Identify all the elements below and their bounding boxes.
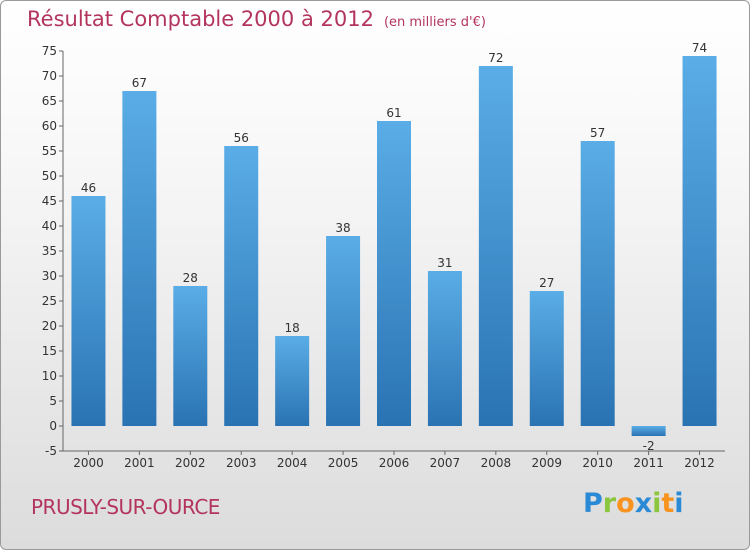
x-tick-label: 2003 bbox=[226, 456, 257, 470]
x-tick-label: 2002 bbox=[175, 456, 206, 470]
y-tick-label: 40 bbox=[42, 219, 57, 233]
logo-letter: i bbox=[674, 488, 684, 519]
bar-value-label: 46 bbox=[81, 181, 96, 195]
bar-2007 bbox=[427, 271, 462, 426]
x-tick-label: 2000 bbox=[73, 456, 104, 470]
bar-2003 bbox=[224, 146, 259, 426]
y-tick-label: 15 bbox=[42, 344, 57, 358]
bar-2006 bbox=[377, 121, 411, 426]
x-tick-label: 2010 bbox=[582, 456, 613, 470]
y-tick-label: 25 bbox=[42, 294, 57, 308]
chart-title: Résultat Comptable 2000 à 2012 (en millie… bbox=[27, 7, 486, 31]
bar-value-label: 31 bbox=[437, 256, 452, 270]
axes: -5 0 5 10 15 20 25 30 35 40 45 50 55 60 65 70 75 2000 2001… bbox=[42, 44, 725, 470]
x-tick-label: 2004 bbox=[277, 456, 308, 470]
y-tick-label: -5 bbox=[45, 444, 57, 458]
x-tick-label: 2009 bbox=[531, 456, 562, 470]
y-tick-label: 50 bbox=[42, 169, 57, 183]
x-tick-label: 2001 bbox=[124, 456, 155, 470]
bars: 46 67 28 56 18 38 61 31 72 27 57 -2 74 bbox=[71, 41, 717, 453]
logo-letter: P bbox=[583, 488, 603, 519]
bar-2004 bbox=[275, 336, 310, 426]
y-tick-label: 30 bbox=[42, 269, 57, 283]
logo-letter: o bbox=[616, 488, 635, 519]
y-tick-label: 75 bbox=[42, 44, 57, 58]
x-tick-label: 2011 bbox=[633, 456, 664, 470]
bar-value-label: 57 bbox=[590, 126, 605, 140]
x-tick-label: 2006 bbox=[379, 456, 410, 470]
chart-title-text: Résultat Comptable 2000 à 2012 bbox=[27, 7, 374, 31]
logo-letter: r bbox=[602, 488, 617, 519]
bar-2005 bbox=[326, 236, 361, 426]
y-tick-label: 65 bbox=[42, 94, 57, 108]
x-tick-label: 2008 bbox=[481, 456, 512, 470]
logo-letter: t bbox=[661, 488, 675, 519]
y-tick-label: 20 bbox=[42, 319, 57, 333]
x-tick-label: 2012 bbox=[684, 456, 715, 470]
y-tick-label: 70 bbox=[42, 69, 57, 83]
bar-value-label: -2 bbox=[643, 439, 655, 453]
bar-2009 bbox=[529, 291, 564, 426]
y-tick-label: 35 bbox=[42, 244, 57, 258]
bar-2002 bbox=[173, 286, 208, 426]
y-tick-label: 5 bbox=[49, 394, 57, 408]
y-tick-label: 60 bbox=[42, 119, 57, 133]
bar-2012 bbox=[682, 56, 717, 426]
y-tick-label: 55 bbox=[42, 144, 57, 158]
y-tick-label: 0 bbox=[49, 419, 57, 433]
bar-value-label: 18 bbox=[285, 321, 300, 335]
bar-value-label: 28 bbox=[183, 271, 198, 285]
bar-value-label: 38 bbox=[335, 221, 350, 235]
x-tick-label: 2005 bbox=[328, 456, 359, 470]
proxiti-logo[interactable]: Proxiti bbox=[583, 488, 684, 519]
bar-value-label: 72 bbox=[488, 51, 503, 65]
bar-value-label: 61 bbox=[386, 106, 401, 120]
bar-value-label: 74 bbox=[692, 41, 707, 55]
bar-value-label: 56 bbox=[234, 131, 249, 145]
y-tick-label: 45 bbox=[42, 194, 57, 208]
bar-2001 bbox=[122, 91, 157, 426]
bar-value-label: 67 bbox=[132, 76, 147, 90]
logo-letter: i bbox=[652, 488, 662, 519]
logo-letter: x bbox=[634, 488, 653, 519]
bar-value-label: 27 bbox=[539, 276, 554, 290]
x-tick-label: 2007 bbox=[430, 456, 461, 470]
y-tick-label: 10 bbox=[42, 369, 57, 383]
bar-2008 bbox=[478, 66, 513, 426]
bar-2010 bbox=[580, 141, 615, 426]
chart-subtitle: (en milliers d'€) bbox=[383, 15, 486, 30]
commune-name: PRUSLY-SUR-OURCE bbox=[31, 495, 220, 519]
bar-2000 bbox=[71, 196, 106, 426]
bar-2011 bbox=[631, 426, 666, 436]
